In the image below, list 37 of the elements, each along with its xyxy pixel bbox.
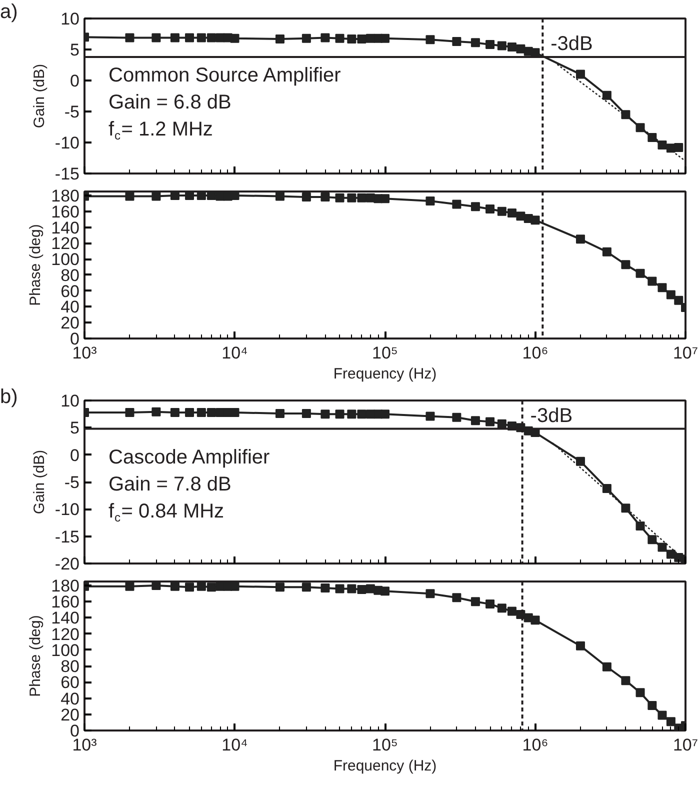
chart-title: b) [0,385,18,409]
y-axis-title: Gain (dB) [30,64,48,128]
annotation: Gain = 7.8 dB [108,474,232,496]
x-axis-title: Frequency (Hz) [333,758,437,774]
y-tick-label: -10 [54,134,80,152]
y-tick-label: -5 [64,102,80,122]
x-tick-label: 10⁵ [372,344,398,362]
x-tick-label: 10⁴ [222,736,248,754]
annotation: Common Source Amplifier [108,64,342,86]
y-tick-label: -15 [54,527,80,546]
y-tick-label: -5 [64,473,80,492]
y-axis-title: Phase (deg) [27,224,44,306]
x-tick-label: 10⁶ [522,344,548,362]
annotation: Cascode Amplifier [108,446,270,468]
x-tick-label: 10³ [72,344,98,362]
y-tick-label: 10 [60,10,80,28]
y-axis-title: Gain (dB) [30,450,48,514]
y-tick-label: 10 [60,392,80,410]
y-tick-label: -15 [54,164,80,184]
y-tick-label: 0 [70,446,80,465]
x-tick-label: 10⁷ [672,736,698,754]
annotation: Gain = 6.8 dB [108,92,232,114]
x-tick-label: 10⁶ [522,736,548,754]
y-tick-label: 5 [70,418,80,438]
y-axis-title: Phase (deg) [27,615,44,697]
x-tick-label: 10⁵ [372,736,398,754]
y-tick-label: -20 [54,554,80,574]
x-axis-title: Frequency (Hz) [333,366,437,382]
y-tick-label: 5 [70,40,80,60]
x-tick-label: 10³ [72,736,98,754]
ref-line-label: -3dB [530,404,573,427]
ref-line-label: -3dB [550,32,593,55]
y-tick-label: -10 [54,500,80,520]
chart-title: a) [0,0,18,24]
x-tick-label: 10⁷ [672,344,698,362]
x-tick-label: 10⁴ [222,344,248,362]
y-tick-label: 0 [70,72,80,90]
